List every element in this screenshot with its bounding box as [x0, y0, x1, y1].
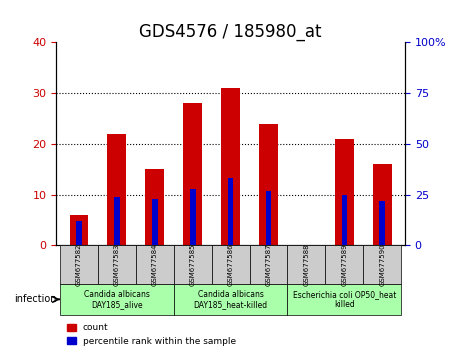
Text: GSM677589: GSM677589 — [342, 243, 347, 286]
Bar — [76, 221, 82, 245]
Bar — [183, 103, 202, 245]
FancyBboxPatch shape — [250, 245, 288, 284]
Text: GSM677584: GSM677584 — [152, 243, 158, 286]
Bar — [342, 195, 347, 245]
Bar — [228, 178, 234, 245]
FancyBboxPatch shape — [288, 284, 401, 315]
Bar — [152, 199, 158, 245]
FancyBboxPatch shape — [98, 245, 136, 284]
FancyBboxPatch shape — [174, 245, 212, 284]
Title: GDS4576 / 185980_at: GDS4576 / 185980_at — [140, 23, 322, 41]
Bar — [69, 215, 89, 245]
FancyBboxPatch shape — [174, 284, 288, 315]
Text: GSM677583: GSM677583 — [114, 243, 120, 286]
Text: GSM677585: GSM677585 — [190, 243, 196, 286]
Text: infection: infection — [14, 295, 56, 304]
FancyBboxPatch shape — [136, 245, 174, 284]
Text: GSM677588: GSM677588 — [303, 243, 310, 286]
Bar — [114, 197, 120, 245]
Legend: count, percentile rank within the sample: count, percentile rank within the sample — [63, 320, 239, 349]
Bar — [190, 189, 196, 245]
Bar — [259, 124, 278, 245]
Text: Escherichia coli OP50_heat
killed: Escherichia coli OP50_heat killed — [292, 290, 396, 309]
FancyBboxPatch shape — [363, 245, 401, 284]
FancyBboxPatch shape — [288, 245, 325, 284]
Bar — [266, 191, 271, 245]
FancyBboxPatch shape — [60, 245, 98, 284]
Text: Candida albicans
DAY185_alive: Candida albicans DAY185_alive — [84, 290, 150, 309]
Text: GSM677582: GSM677582 — [76, 243, 82, 286]
Text: GSM677590: GSM677590 — [379, 243, 385, 286]
Text: GSM677587: GSM677587 — [266, 243, 271, 286]
FancyBboxPatch shape — [212, 245, 250, 284]
Bar — [335, 139, 354, 245]
Bar — [145, 169, 164, 245]
Text: GSM677586: GSM677586 — [228, 243, 234, 286]
Bar — [373, 164, 392, 245]
Text: Candida albicans
DAY185_heat-killed: Candida albicans DAY185_heat-killed — [194, 290, 268, 309]
FancyBboxPatch shape — [60, 284, 174, 315]
Bar — [108, 134, 126, 245]
Bar — [221, 88, 240, 245]
Bar — [379, 201, 385, 245]
FancyBboxPatch shape — [325, 245, 363, 284]
